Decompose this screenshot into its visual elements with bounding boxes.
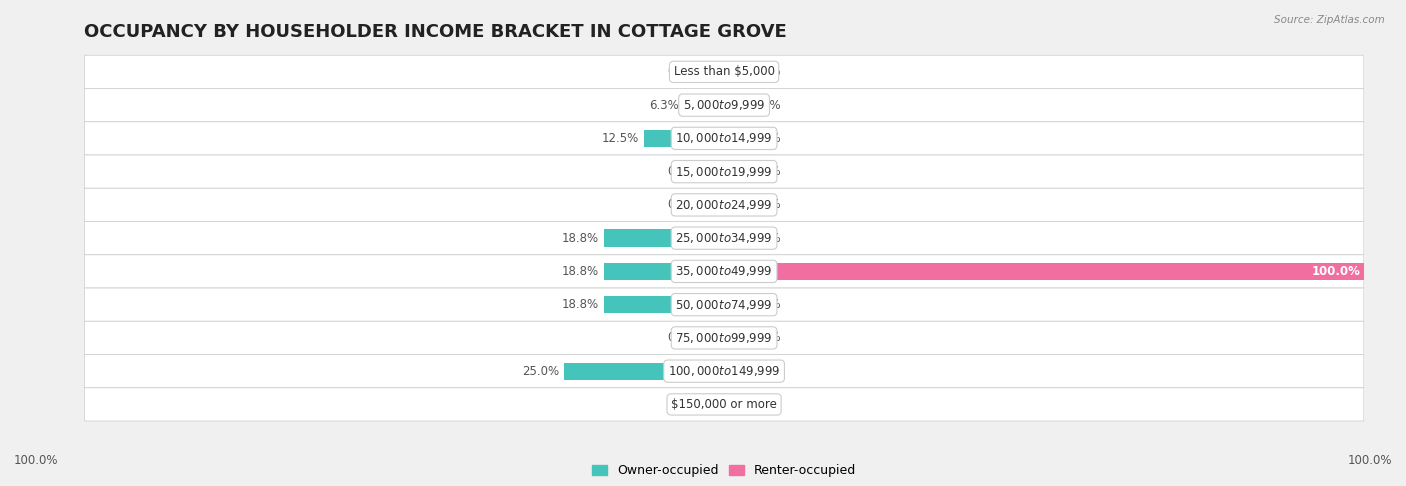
Bar [724, 363, 747, 380]
Bar [724, 396, 747, 413]
Text: Less than $5,000: Less than $5,000 [673, 66, 775, 78]
Bar [702, 63, 724, 81]
Text: 0.0%: 0.0% [666, 66, 696, 78]
FancyBboxPatch shape [84, 155, 1364, 188]
Text: $20,000 to $24,999: $20,000 to $24,999 [675, 198, 773, 212]
FancyBboxPatch shape [84, 55, 1364, 88]
Text: 0.0%: 0.0% [752, 198, 782, 211]
Text: 100.0%: 100.0% [14, 453, 59, 467]
Bar [724, 229, 747, 247]
Bar [702, 196, 724, 213]
Text: 12.5%: 12.5% [602, 132, 638, 145]
Bar [724, 329, 747, 347]
Bar [724, 196, 747, 213]
Bar [724, 296, 747, 313]
FancyBboxPatch shape [84, 88, 1364, 122]
FancyBboxPatch shape [84, 122, 1364, 155]
Text: $10,000 to $14,999: $10,000 to $14,999 [675, 131, 773, 145]
Text: $5,000 to $9,999: $5,000 to $9,999 [683, 98, 765, 112]
Bar [702, 396, 724, 413]
Bar [724, 130, 747, 147]
Text: $25,000 to $34,999: $25,000 to $34,999 [675, 231, 773, 245]
FancyBboxPatch shape [84, 222, 1364, 255]
Bar [702, 329, 724, 347]
Text: Source: ZipAtlas.com: Source: ZipAtlas.com [1274, 15, 1385, 25]
Text: $75,000 to $99,999: $75,000 to $99,999 [675, 331, 773, 345]
Text: 100.0%: 100.0% [1312, 265, 1361, 278]
Text: $100,000 to $149,999: $100,000 to $149,999 [668, 364, 780, 378]
Text: 0.0%: 0.0% [666, 198, 696, 211]
Text: 0.0%: 0.0% [752, 165, 782, 178]
Text: $35,000 to $49,999: $35,000 to $49,999 [675, 264, 773, 278]
Text: OCCUPANCY BY HOUSEHOLDER INCOME BRACKET IN COTTAGE GROVE: OCCUPANCY BY HOUSEHOLDER INCOME BRACKET … [84, 23, 787, 41]
FancyBboxPatch shape [84, 388, 1364, 421]
Text: 25.0%: 25.0% [522, 364, 560, 378]
Bar [603, 229, 724, 247]
Text: 0.0%: 0.0% [752, 331, 782, 345]
Text: 0.0%: 0.0% [752, 99, 782, 112]
FancyBboxPatch shape [84, 188, 1364, 222]
Text: $50,000 to $74,999: $50,000 to $74,999 [675, 297, 773, 312]
Text: 0.0%: 0.0% [752, 232, 782, 244]
Text: 0.0%: 0.0% [666, 398, 696, 411]
FancyBboxPatch shape [84, 354, 1364, 388]
Text: 18.8%: 18.8% [561, 232, 599, 244]
FancyBboxPatch shape [84, 288, 1364, 321]
Text: $150,000 or more: $150,000 or more [671, 398, 778, 411]
Text: 18.8%: 18.8% [561, 298, 599, 311]
Text: 0.0%: 0.0% [752, 298, 782, 311]
Bar [702, 163, 724, 180]
Text: 0.0%: 0.0% [666, 165, 696, 178]
Bar [683, 97, 724, 114]
Text: 0.0%: 0.0% [752, 398, 782, 411]
Bar [644, 130, 724, 147]
Bar [724, 263, 1364, 280]
Text: 6.3%: 6.3% [650, 99, 679, 112]
Text: 100.0%: 100.0% [1347, 453, 1392, 467]
Bar [724, 97, 747, 114]
Bar [603, 296, 724, 313]
FancyBboxPatch shape [84, 255, 1364, 288]
Text: 18.8%: 18.8% [561, 265, 599, 278]
Legend: Owner-occupied, Renter-occupied: Owner-occupied, Renter-occupied [588, 459, 860, 482]
Bar [724, 163, 747, 180]
FancyBboxPatch shape [84, 321, 1364, 354]
Text: 0.0%: 0.0% [752, 364, 782, 378]
Bar [564, 363, 724, 380]
Bar [603, 263, 724, 280]
Text: 0.0%: 0.0% [752, 66, 782, 78]
Text: 0.0%: 0.0% [752, 132, 782, 145]
Text: $15,000 to $19,999: $15,000 to $19,999 [675, 165, 773, 179]
Bar [724, 63, 747, 81]
Text: 0.0%: 0.0% [666, 331, 696, 345]
